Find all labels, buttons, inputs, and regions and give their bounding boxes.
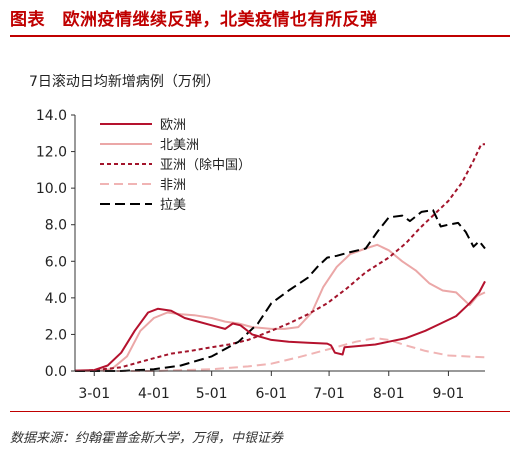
- legend-label: 北美洲: [160, 138, 199, 153]
- y-tick-label: 2.0: [45, 327, 67, 343]
- legend-label: 亚洲（除中国）: [160, 158, 251, 173]
- footer-divider: [10, 411, 510, 412]
- y-tick-label: 12.0: [36, 145, 67, 161]
- x-tick-label: 3-01: [78, 386, 110, 402]
- source-note: 数据来源：约翰霍普金斯大学，万得，中银证券: [10, 431, 284, 446]
- y-tick-label: 6.0: [45, 254, 67, 270]
- title-divider: [10, 35, 510, 37]
- axes: [71, 114, 485, 376]
- y-tick-labels: 0.0 2.0 4.0 6.0 8.0 10.0 12.0 14.0: [36, 108, 67, 380]
- figure-title: 图表 欧洲疫情继续反弹，北美疫情也有所反弹: [10, 10, 378, 30]
- x-tick-label: 9-01: [433, 386, 465, 402]
- y-tick-label: 0.0: [45, 364, 67, 380]
- y-tick-label: 8.0: [45, 218, 67, 234]
- series-line-4: [75, 209, 486, 372]
- series-line-3: [75, 337, 486, 372]
- x-tick-label: 7-01: [313, 386, 345, 402]
- y-axis-label: 7日滚动日均新增病例（万例）: [29, 73, 220, 90]
- x-tick-label: 8-01: [373, 386, 405, 402]
- series-lines: [74, 143, 486, 372]
- legend-label: 欧洲: [160, 118, 186, 133]
- y-tick-label: 14.0: [36, 108, 67, 124]
- series-line-0: [74, 280, 486, 372]
- y-tick-label: 10.0: [36, 181, 67, 197]
- x-tick-label: 4-01: [138, 386, 170, 402]
- y-tick-label: 4.0: [45, 291, 67, 307]
- series-line-2: [74, 143, 485, 372]
- x-tick-label: 6-01: [255, 386, 287, 402]
- legend-label: 拉美: [160, 198, 186, 213]
- x-tick-label: 5-01: [196, 386, 228, 402]
- series-line-1: [75, 243, 486, 372]
- legend-label: 非洲: [160, 178, 186, 193]
- x-tick-labels: 3-01 4-01 5-01 6-01 7-01 8-01 9-01: [78, 386, 464, 402]
